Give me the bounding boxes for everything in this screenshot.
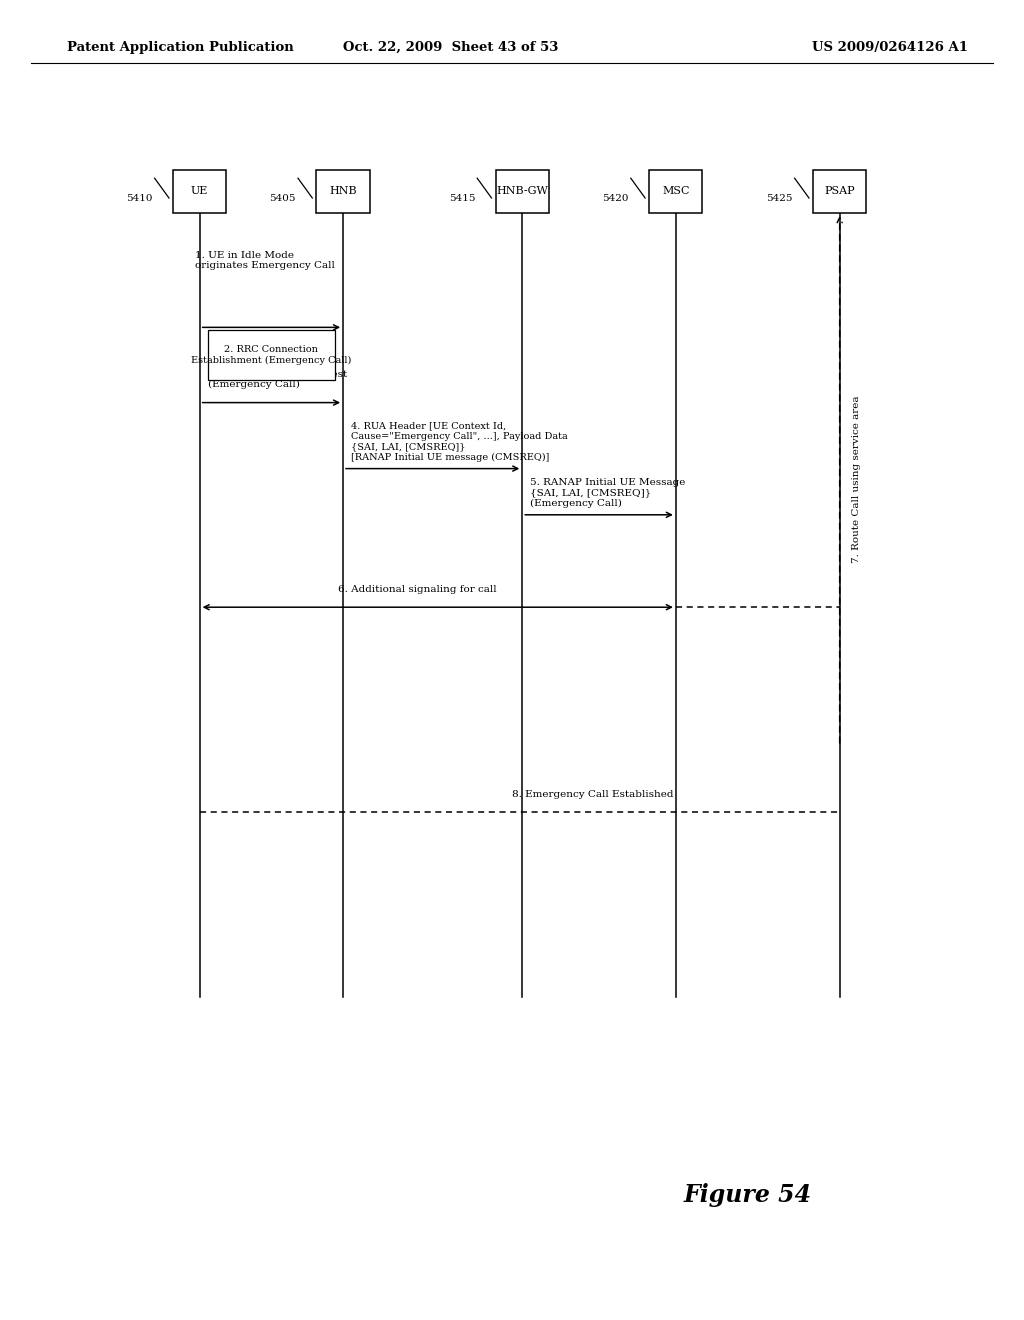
- Text: UE: UE: [191, 186, 208, 197]
- Bar: [813, 170, 866, 214]
- Text: 3. Uu-CM Service Request
(Emergency Call): 3. Uu-CM Service Request (Emergency Call…: [208, 370, 347, 389]
- Text: MSC: MSC: [663, 186, 689, 197]
- Text: Patent Application Publication: Patent Application Publication: [67, 41, 293, 54]
- Bar: [316, 170, 370, 214]
- Text: 2. RRC Connection
Establishment (Emergency Call): 2. RRC Connection Establishment (Emergen…: [191, 346, 351, 364]
- Text: 1. UE in Idle Mode
originates Emergency Call: 1. UE in Idle Mode originates Emergency …: [195, 251, 335, 271]
- Text: 7. Route Call using service area: 7. Route Call using service area: [852, 396, 861, 564]
- Text: 4. RUA Header [UE Context Id,
Cause="Emergency Call", ...], Payload Data
{SAI, L: 4. RUA Header [UE Context Id, Cause="Eme…: [351, 421, 568, 462]
- Text: HNB: HNB: [330, 186, 356, 197]
- Text: Figure 54: Figure 54: [683, 1183, 812, 1206]
- Text: 6. Additional signaling for call: 6. Additional signaling for call: [338, 585, 497, 594]
- Text: Oct. 22, 2009  Sheet 43 of 53: Oct. 22, 2009 Sheet 43 of 53: [343, 41, 558, 54]
- Text: 5410: 5410: [126, 194, 153, 203]
- Text: 5. RANAP Initial UE Message
{SAI, LAI, [CMSREQ]}
(Emergency Call): 5. RANAP Initial UE Message {SAI, LAI, […: [530, 478, 686, 508]
- Text: 5425: 5425: [766, 194, 793, 203]
- Text: 5420: 5420: [602, 194, 629, 203]
- Bar: [173, 170, 226, 214]
- Bar: [649, 170, 702, 214]
- Text: US 2009/0264126 A1: US 2009/0264126 A1: [812, 41, 968, 54]
- Text: 5415: 5415: [449, 194, 475, 203]
- Text: HNB-GW: HNB-GW: [497, 186, 548, 197]
- Text: PSAP: PSAP: [824, 186, 855, 197]
- Text: 5405: 5405: [269, 194, 296, 203]
- Bar: [208, 330, 335, 380]
- Bar: [496, 170, 549, 214]
- Text: 8. Emergency Call Established: 8. Emergency Call Established: [512, 789, 674, 799]
